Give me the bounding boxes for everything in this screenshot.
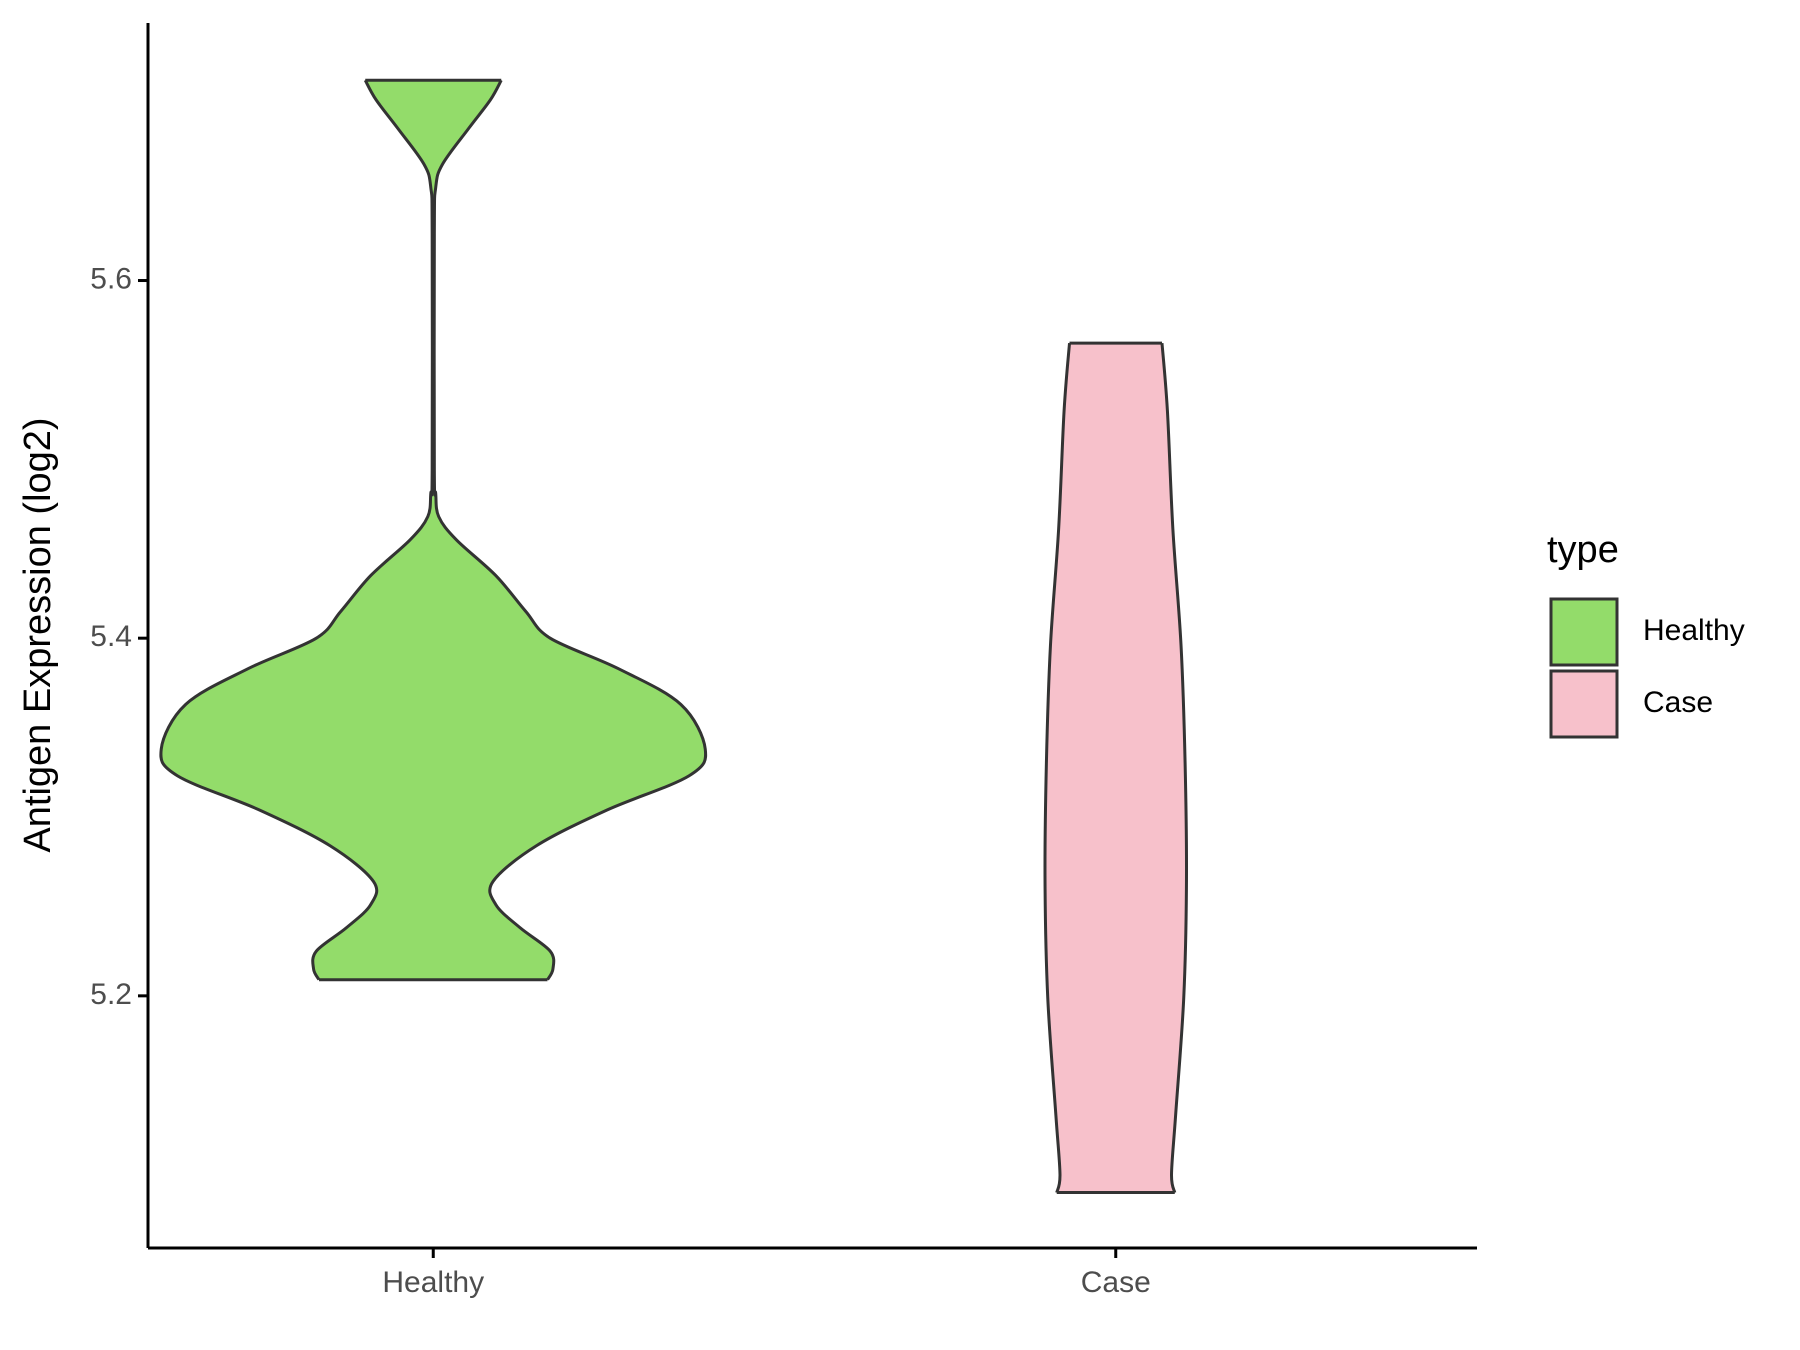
y-axis-title: Antigen Expression (log2)	[17, 417, 59, 852]
legend-label: Case	[1643, 686, 1713, 719]
violin-outline-right	[432, 79, 708, 981]
y-tick-label: 5.4	[90, 620, 132, 653]
legend-key	[1549, 597, 1619, 667]
legend-key	[1549, 669, 1619, 739]
x-tick-label: Healthy	[382, 1266, 484, 1299]
legend-label: Healthy	[1643, 614, 1745, 647]
violin-body	[160, 80, 706, 980]
violin-body	[1044, 343, 1187, 1193]
y-tick-label: 5.2	[90, 978, 132, 1011]
violin-outline-left	[1043, 342, 1072, 1193]
y-tick-label: 5.6	[90, 262, 132, 295]
violin-outline-right	[1160, 342, 1189, 1193]
violin-outline-left	[159, 79, 434, 981]
legend-title: type	[1547, 529, 1619, 571]
x-tick-label: Case	[1081, 1266, 1151, 1299]
